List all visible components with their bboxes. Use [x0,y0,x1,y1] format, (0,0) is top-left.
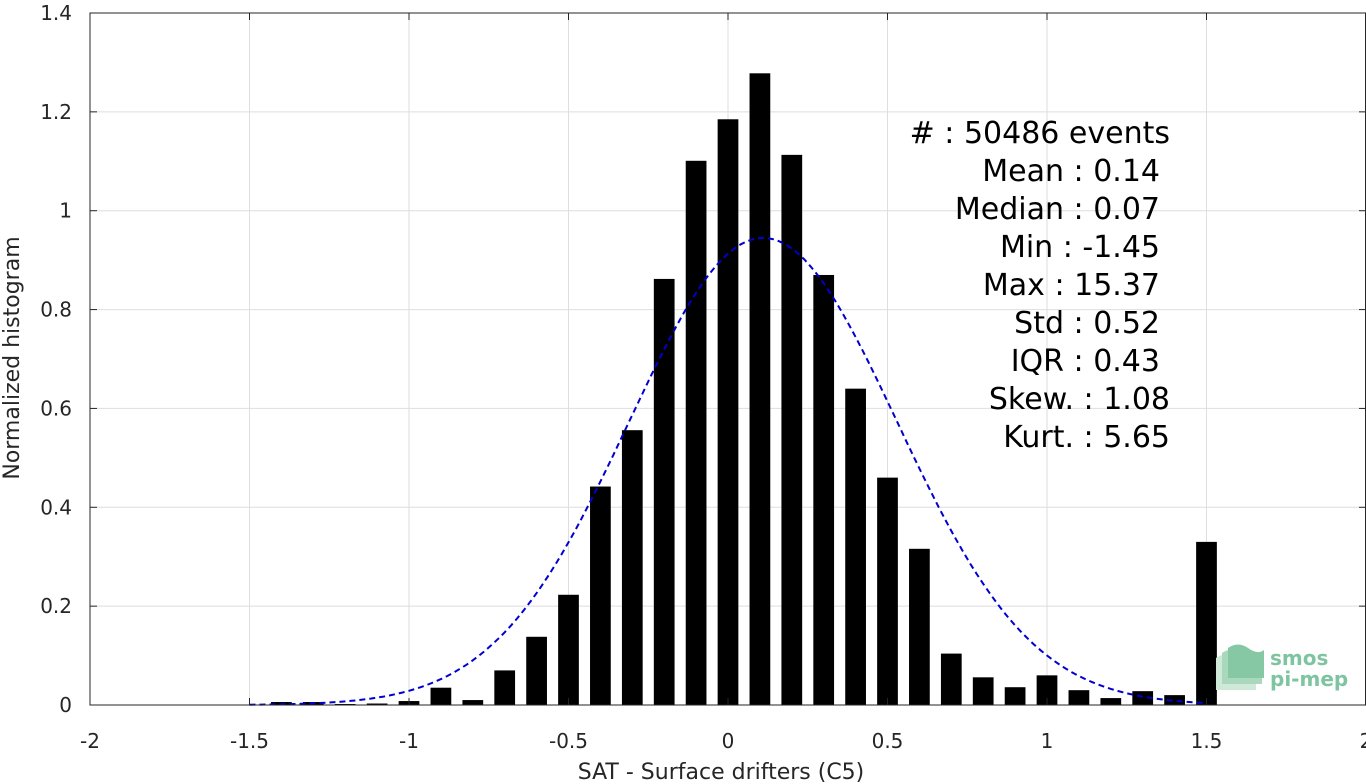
y-tick-label: 0.2 [40,594,72,618]
histogram-bar [717,119,739,706]
histogram-bar [621,430,643,705]
x-tick-label: -2 [80,729,100,753]
stat-mean: Mean : 0.14 [982,154,1160,189]
x-tick-label: -0.5 [549,729,588,753]
histogram-bar [1004,687,1026,705]
histogram-bar [685,160,707,705]
x-tick-label: -1 [399,729,419,753]
stat-count: # : 50486 events [910,116,1170,151]
y-tick-label: 0.8 [40,298,72,322]
histogram-bar [1100,698,1122,705]
x-tick-label: -1.5 [230,729,269,753]
histogram-bar [909,548,930,705]
x-tick-label: 0 [722,729,735,753]
histogram-bar [1164,695,1185,705]
smos-pimep-logo: smos pi-mep [1216,644,1348,691]
histogram-bar [430,687,452,705]
histogram-bar [462,700,484,705]
histogram-bar [494,670,516,705]
stat-kurt: Kurt. : 5.65 [1003,420,1170,455]
histogram-bar [590,486,611,705]
x-tick-label: 1 [1041,729,1054,753]
x-tick-label: 0.5 [872,729,904,753]
x-axis-ticks: -2 -1.5 -1 -0.5 0 0.5 1 1.5 2 [80,13,1366,753]
y-axis-ticks: 0 0.2 0.4 0.6 0.8 1 1.2 1.4 [40,1,1366,717]
histogram-bar [558,594,579,705]
y-tick-label: 0.4 [40,495,72,519]
stat-iqr: IQR : 0.43 [1011,344,1160,379]
histogram-bar [653,278,675,705]
stat-skew: Skew. : 1.08 [989,382,1170,417]
stat-std: Std : 0.52 [1014,306,1160,341]
histogram-bar [749,73,771,705]
histogram-bar [781,154,803,706]
stat-min: Min : -1.45 [1000,230,1160,265]
histogram-bar [1068,690,1090,705]
histogram-bar [366,703,388,705]
y-tick-label: 1 [59,199,72,223]
bars [271,73,1217,706]
y-tick-label: 0 [59,693,72,717]
histogram-bar [1036,675,1058,705]
x-tick-label: 2 [1360,729,1366,753]
histogram-bar [972,677,994,705]
y-tick-label: 1.2 [40,100,72,124]
histogram-bar [526,636,547,705]
x-tick-label: 1.5 [1191,729,1223,753]
histogram-bar [845,388,866,705]
x-axis-label: SAT - Surface drifters (C5) [578,760,865,784]
stat-median: Median : 0.07 [955,192,1160,227]
y-axis-label: Normalized histogram [0,236,25,479]
histogram-bar [877,477,898,705]
histogram-bar [1196,541,1217,705]
gaussian-fit-curve [249,237,1207,706]
stats-box: # : 50486 events Mean : 0.14 Median : 0.… [910,116,1170,455]
logo-waves-icon [1216,644,1264,690]
stat-max: Max : 15.37 [983,268,1160,303]
y-tick-label: 1.4 [40,1,72,25]
logo-line1: smos [1270,646,1328,670]
logo-line2: pi-mep [1270,667,1348,691]
histogram-bar [940,653,962,705]
histogram-bar [813,274,835,705]
y-tick-label: 0.6 [40,396,72,420]
